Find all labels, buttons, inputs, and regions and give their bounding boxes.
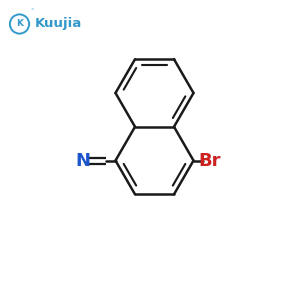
Text: N: N xyxy=(75,152,90,169)
Text: Kuujia: Kuujia xyxy=(34,17,82,31)
Text: K: K xyxy=(16,20,23,28)
Text: Br: Br xyxy=(198,152,221,169)
Text: °: ° xyxy=(31,9,34,14)
